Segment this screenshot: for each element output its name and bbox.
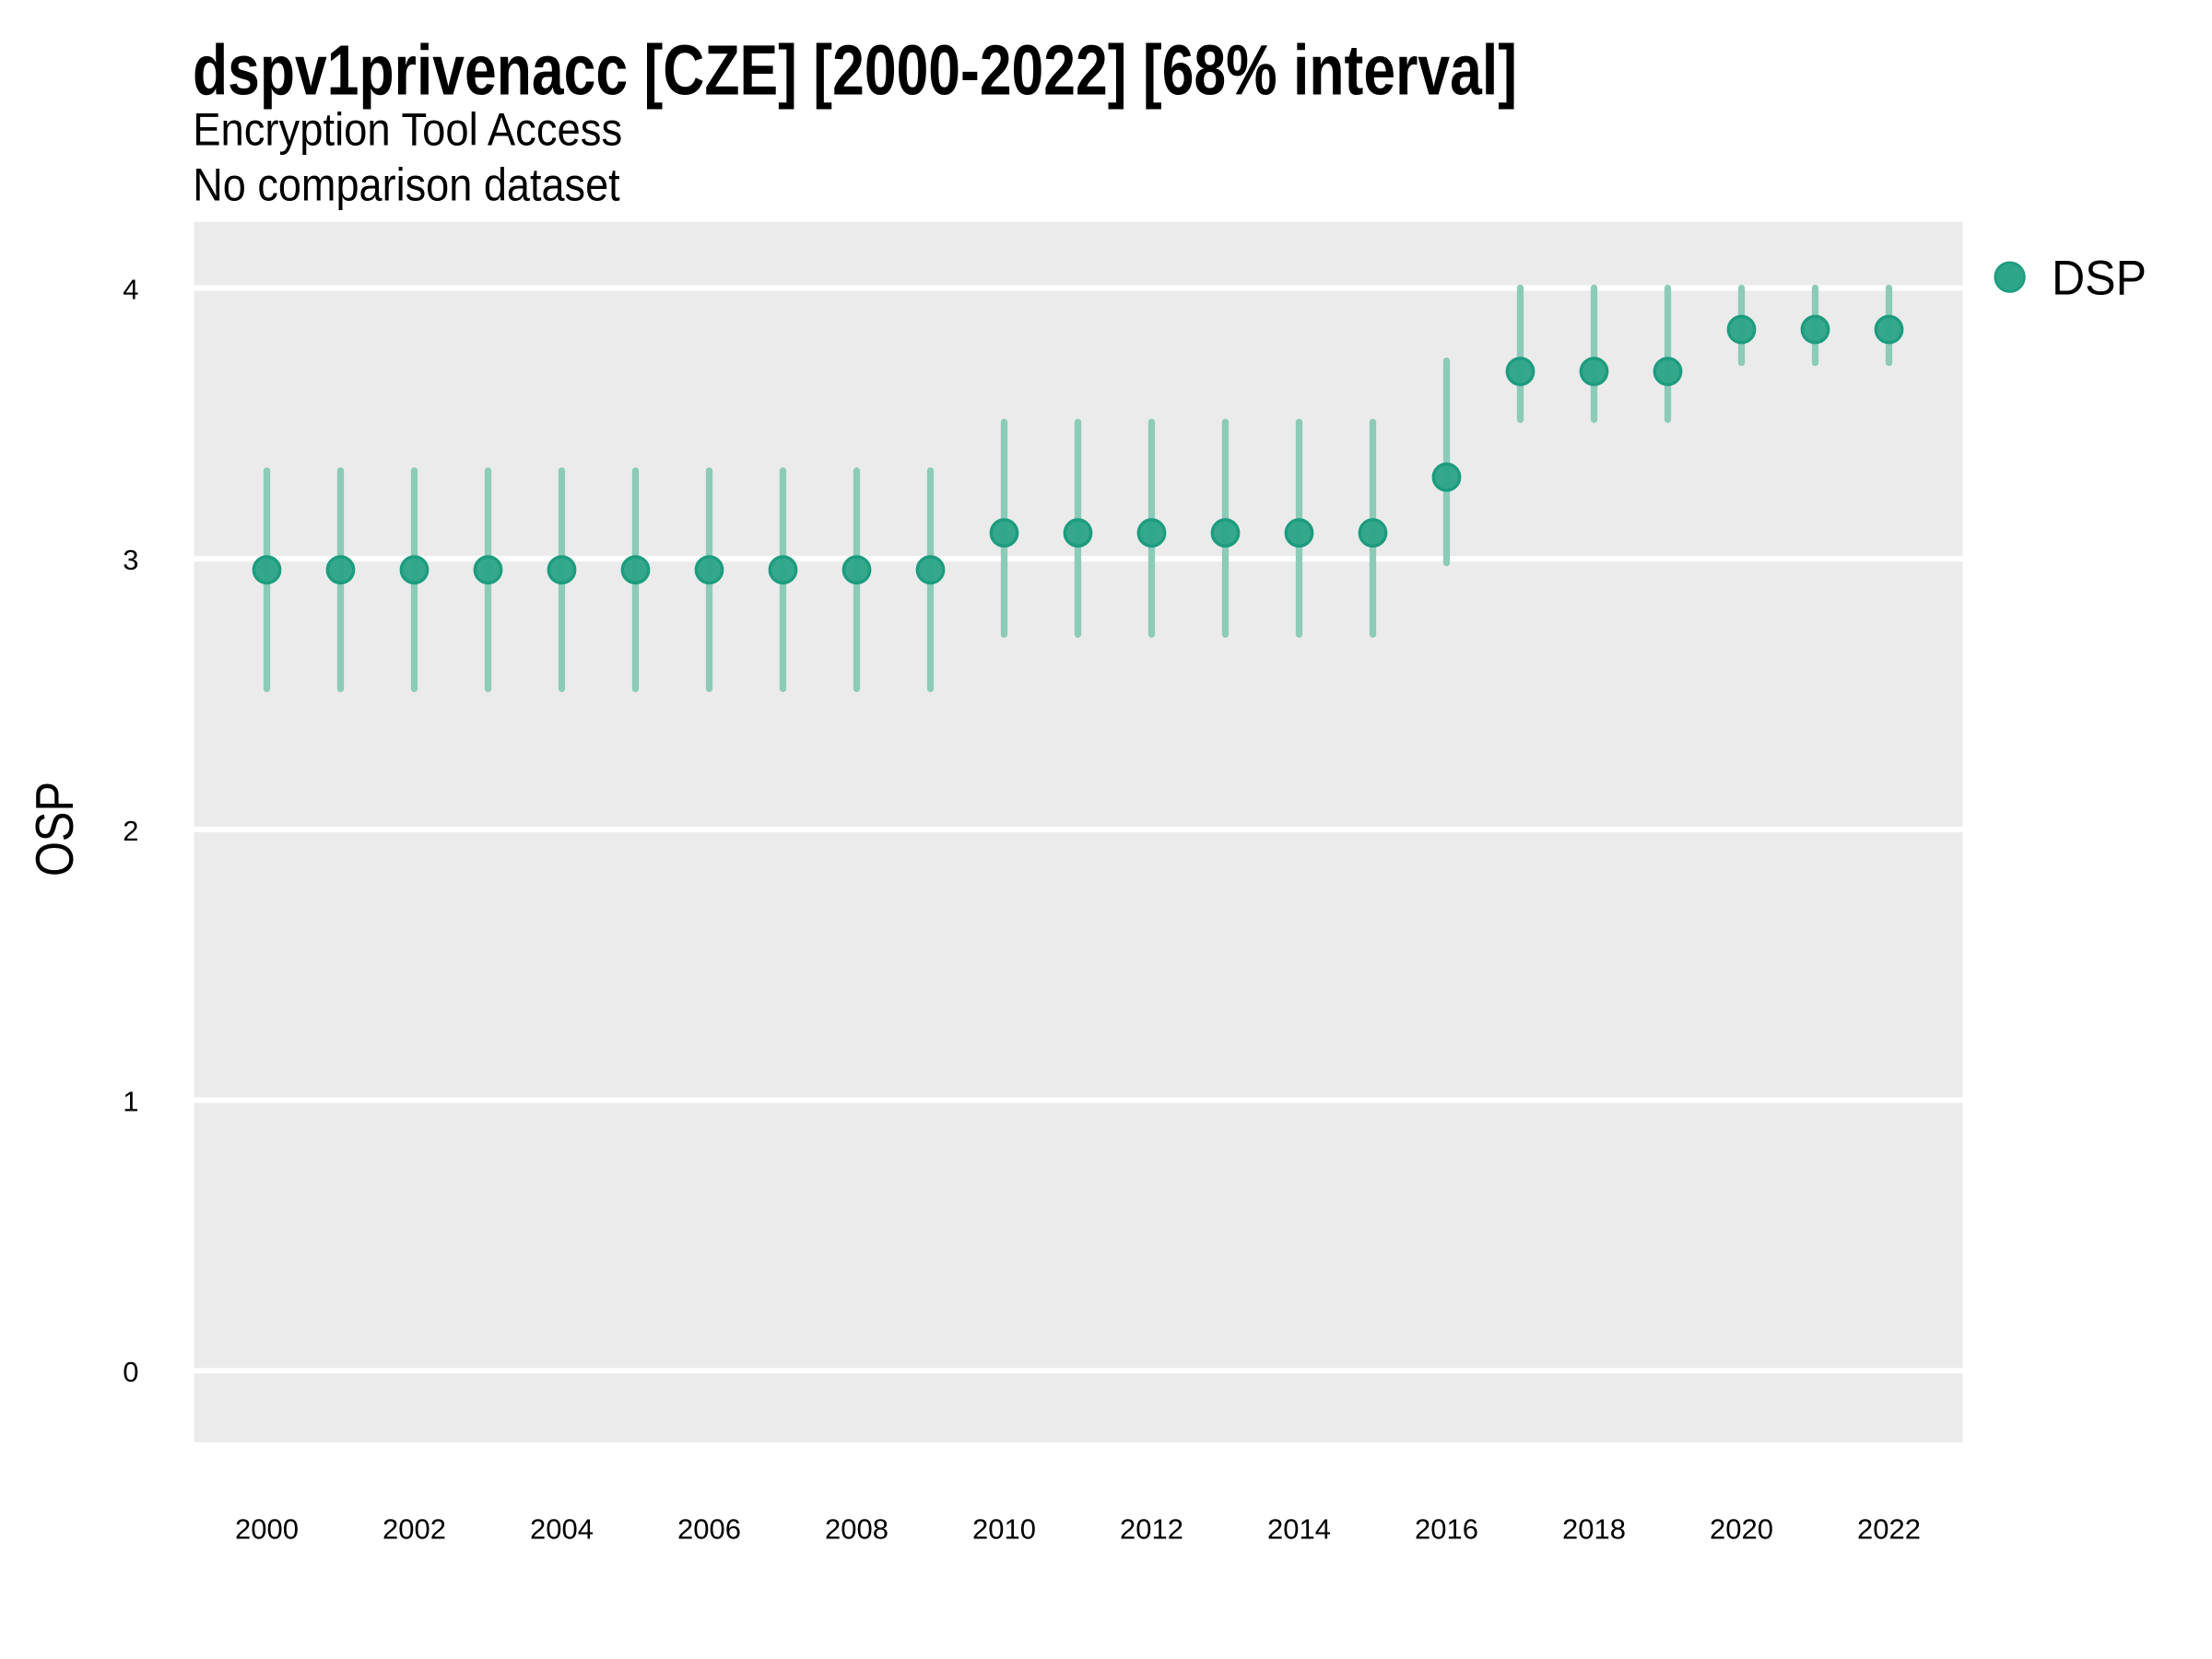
svg-text:2012: 2012	[1120, 1512, 1183, 1545]
svg-text:dspv1privenacc [CZE] [2000-202: dspv1privenacc [CZE] [2000-2022] [68% in…	[193, 31, 1517, 111]
svg-text:2004: 2004	[530, 1512, 594, 1545]
svg-text:2000: 2000	[235, 1512, 299, 1545]
svg-text:3: 3	[123, 544, 138, 576]
svg-text:Encryption Tool Access: Encryption Tool Access	[193, 104, 622, 156]
svg-text:2014: 2014	[1267, 1512, 1331, 1545]
svg-text:2008: 2008	[825, 1512, 888, 1545]
svg-text:4: 4	[123, 273, 138, 305]
svg-text:No comparison dataset: No comparison dataset	[193, 159, 620, 211]
svg-text:1: 1	[123, 1086, 138, 1118]
svg-text:2010: 2010	[972, 1512, 1036, 1545]
svg-text:OSP: OSP	[26, 782, 85, 877]
svg-text:2020: 2020	[1710, 1512, 1773, 1545]
svg-text:2022: 2022	[1857, 1512, 1921, 1545]
svg-text:2: 2	[123, 815, 138, 847]
svg-text:2018: 2018	[1562, 1512, 1626, 1545]
svg-text:DSP: DSP	[2052, 252, 2147, 306]
svg-text:2006: 2006	[677, 1512, 741, 1545]
svg-text:0: 0	[123, 1356, 138, 1388]
svg-text:2016: 2016	[1415, 1512, 1478, 1545]
svg-text:2002: 2002	[382, 1512, 446, 1545]
